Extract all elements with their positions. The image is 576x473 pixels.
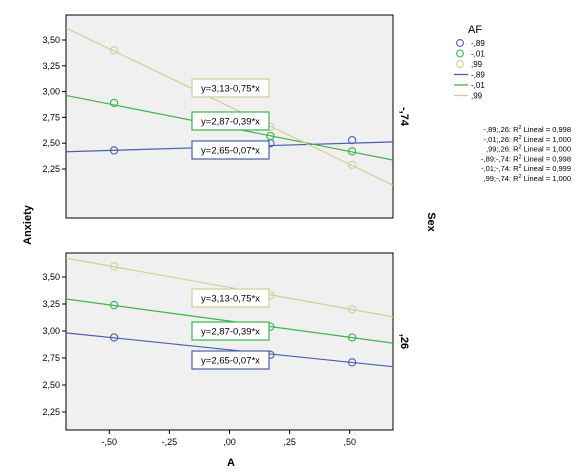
y-tick-label: 2,25: [42, 407, 60, 417]
legend-marker: [456, 39, 464, 47]
equation-label: y=2,87-0,39*x: [201, 327, 260, 338]
data-point: [109, 46, 119, 55]
x-tick-label: ,00: [223, 437, 236, 447]
y-tick-label: 3,50: [42, 35, 60, 45]
equation-box: [191, 288, 270, 308]
y-tick-label: 3,25: [42, 299, 60, 309]
panel-2: 2,25 2,50 2,75 3,00 3,25 3,50 y=3,13-0,75*x y=2…: [42, 252, 410, 431]
data-point: [109, 333, 119, 342]
legend-fit-label: ,99;,26: R2 Lineal = 1,000: [486, 145, 571, 154]
legend-title: AF: [468, 24, 482, 36]
data-point: [347, 160, 357, 170]
y-axis-title: Anxiety: [22, 204, 34, 245]
legend-entry-label: -,89: [471, 71, 485, 80]
x-axis-title: A: [227, 457, 235, 469]
y-tick-label: 3,25: [42, 61, 60, 71]
legend-fit-label: -,01;-,74: R2 Lineal = 0,999: [481, 164, 571, 173]
legend: AF -,89-,01,99-,89-,01,99 -,89;,26: R2 L…: [454, 24, 571, 183]
data-point: [347, 147, 357, 156]
y-tick-label: 3,50: [42, 272, 60, 282]
legend-fit-label: -,89;-,74: R2 Lineal = 0,998: [481, 154, 571, 163]
legend-fit-labels: -,89;,26: R2 Lineal = 0,998-,01;,26: R2 …: [481, 125, 571, 183]
data-point: [266, 131, 275, 141]
legend-marker: [456, 60, 464, 68]
fit-line: [66, 27, 393, 186]
legend-marker: [456, 49, 464, 58]
equation-label: y=2,65-0,07*x: [201, 146, 260, 157]
equation-box: [191, 140, 270, 160]
y-tick-label: 2,50: [42, 138, 60, 148]
equation-label: y=3,13-0,75*x: [201, 294, 260, 305]
equation-box: [191, 78, 270, 98]
panel-plot-area: [65, 252, 394, 431]
data-point: [109, 300, 119, 310]
equation-box: [191, 321, 270, 341]
equation-label: y=2,65-0,07*x: [201, 356, 260, 367]
equation-box: [191, 350, 270, 370]
equation-label: y=3,13-0,75*x: [201, 84, 260, 95]
equation-box: [191, 111, 270, 131]
x-tick-label: -,50: [102, 437, 118, 447]
y-tick-label: 2,50: [42, 380, 60, 390]
panel-series: [66, 257, 393, 368]
y-tick-label: 3,00: [42, 87, 60, 97]
legend-entries: -,89-,01,99-,89-,01,99: [454, 39, 485, 101]
fit-line: [66, 298, 393, 344]
legend-entry-label: -,89: [471, 39, 485, 48]
legend-entry-label: -,01: [471, 81, 485, 90]
data-point: [109, 262, 119, 271]
fit-line: [66, 332, 393, 368]
x-tick-label: ,50: [343, 437, 356, 447]
equation-label: y=2,87-0,39*x: [201, 117, 260, 128]
data-point: [347, 135, 357, 145]
data-point: [347, 333, 357, 342]
data-point: [347, 358, 357, 367]
legend-fit-label: ,99;-,74: R2 Lineal = 1,000: [483, 174, 571, 183]
y-tick-label: 2,75: [42, 112, 60, 122]
fit-line: [66, 257, 393, 318]
panel-label: ,26: [398, 334, 410, 349]
y-tick-label: 3,00: [42, 326, 60, 336]
data-point: [347, 305, 357, 314]
data-point: [109, 98, 119, 108]
panel-1: 2,25 2,50 2,75 3,00 3,25 3,50 y=3,13-0,75*x y=2…: [42, 14, 410, 219]
x-tick-label: ,25: [283, 437, 296, 447]
x-tick-label: -,25: [162, 437, 178, 447]
panel-variable-title: Sex: [425, 212, 437, 232]
chart-panels: 2,25 2,50 2,75 3,00 3,25 3,50 y=3,13-0,75*x y=2…: [42, 14, 410, 447]
legend-entry-label: ,99: [471, 60, 483, 69]
legend-fit-label: -,01;,26: R2 Lineal = 1,000: [483, 135, 571, 144]
y-tick-label: 2,75: [42, 353, 60, 363]
legend-fit-label: -,89;,26: R2 Lineal = 0,998: [483, 125, 571, 134]
legend-entry-label: ,99: [471, 92, 483, 101]
data-point: [109, 146, 119, 155]
y-tick-label: 2,25: [42, 164, 60, 174]
panel-label: -,74: [398, 107, 410, 127]
legend-entry-label: -,01: [471, 50, 485, 59]
